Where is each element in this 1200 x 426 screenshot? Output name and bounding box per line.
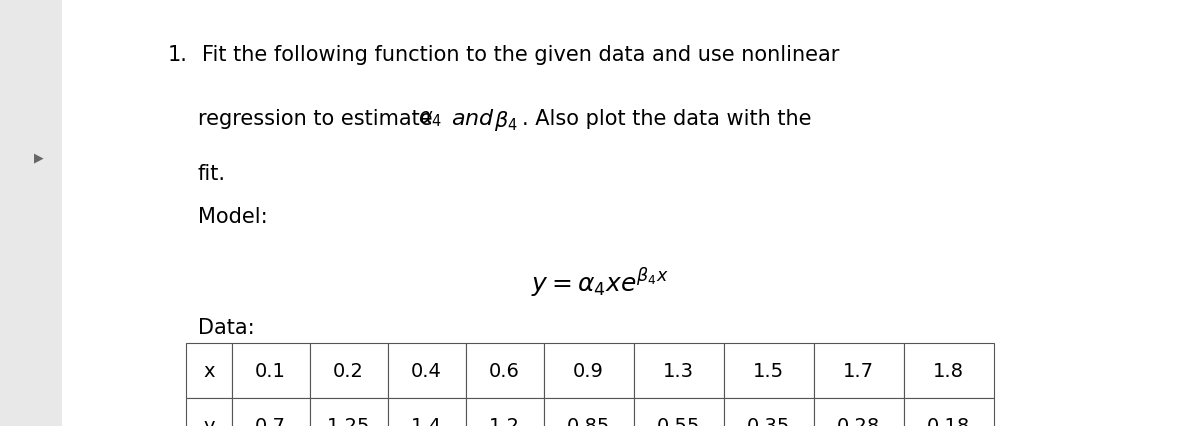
Text: 0.7: 0.7 [256,417,286,426]
Bar [310,343,388,398]
Bar [466,343,544,398]
Bar [724,398,814,426]
Text: 1.8: 1.8 [934,361,964,380]
Text: ▶: ▶ [34,151,43,164]
Text: 0.4: 0.4 [412,361,442,380]
Text: Fit the following function to the given data and use nonlinear: Fit the following function to the given … [202,45,839,65]
Bar [814,343,904,398]
Bar [634,398,724,426]
Bar [466,398,544,426]
Text: 1.5: 1.5 [754,361,784,380]
Text: 0.1: 0.1 [256,361,286,380]
Bar [186,343,232,398]
Bar [724,343,814,398]
Text: 0.2: 0.2 [334,361,364,380]
Text: 0.55: 0.55 [656,417,701,426]
Text: 0.9: 0.9 [574,361,604,380]
Text: fit.: fit. [198,164,226,184]
Text: Model:: Model: [198,207,268,227]
Text: $y = \alpha_4 x e^{\beta_4 x}$: $y = \alpha_4 x e^{\beta_4 x}$ [532,266,668,299]
Bar [904,398,994,426]
Text: 1.4: 1.4 [412,417,442,426]
Bar [186,398,232,426]
Text: y: y [203,417,215,426]
Text: 1.: 1. [168,45,188,65]
Bar [634,343,724,398]
Text: 1.25: 1.25 [326,417,371,426]
Text: 0.6: 0.6 [490,361,520,380]
Text: 0.35: 0.35 [746,417,791,426]
Text: x: x [203,361,215,380]
Text: $\beta_4$: $\beta_4$ [494,109,518,132]
Text: $\mathit{and}$: $\mathit{and}$ [451,109,496,129]
Bar [814,398,904,426]
Bar [232,398,310,426]
Text: 0.85: 0.85 [566,417,611,426]
Bar [310,398,388,426]
Bar [232,343,310,398]
Text: regression to estimate: regression to estimate [198,109,439,129]
Text: $\alpha_4$: $\alpha_4$ [418,109,442,129]
Text: 1.2: 1.2 [490,417,520,426]
Bar [388,343,466,398]
Bar [544,398,634,426]
Text: 0.18: 0.18 [926,417,971,426]
Text: Data:: Data: [198,317,254,337]
Text: 0.28: 0.28 [836,417,881,426]
Bar [904,343,994,398]
Bar [388,398,466,426]
Bar [544,343,634,398]
Text: 1.3: 1.3 [664,361,694,380]
Text: . Also plot the data with the: . Also plot the data with the [522,109,811,129]
Text: 1.7: 1.7 [844,361,874,380]
